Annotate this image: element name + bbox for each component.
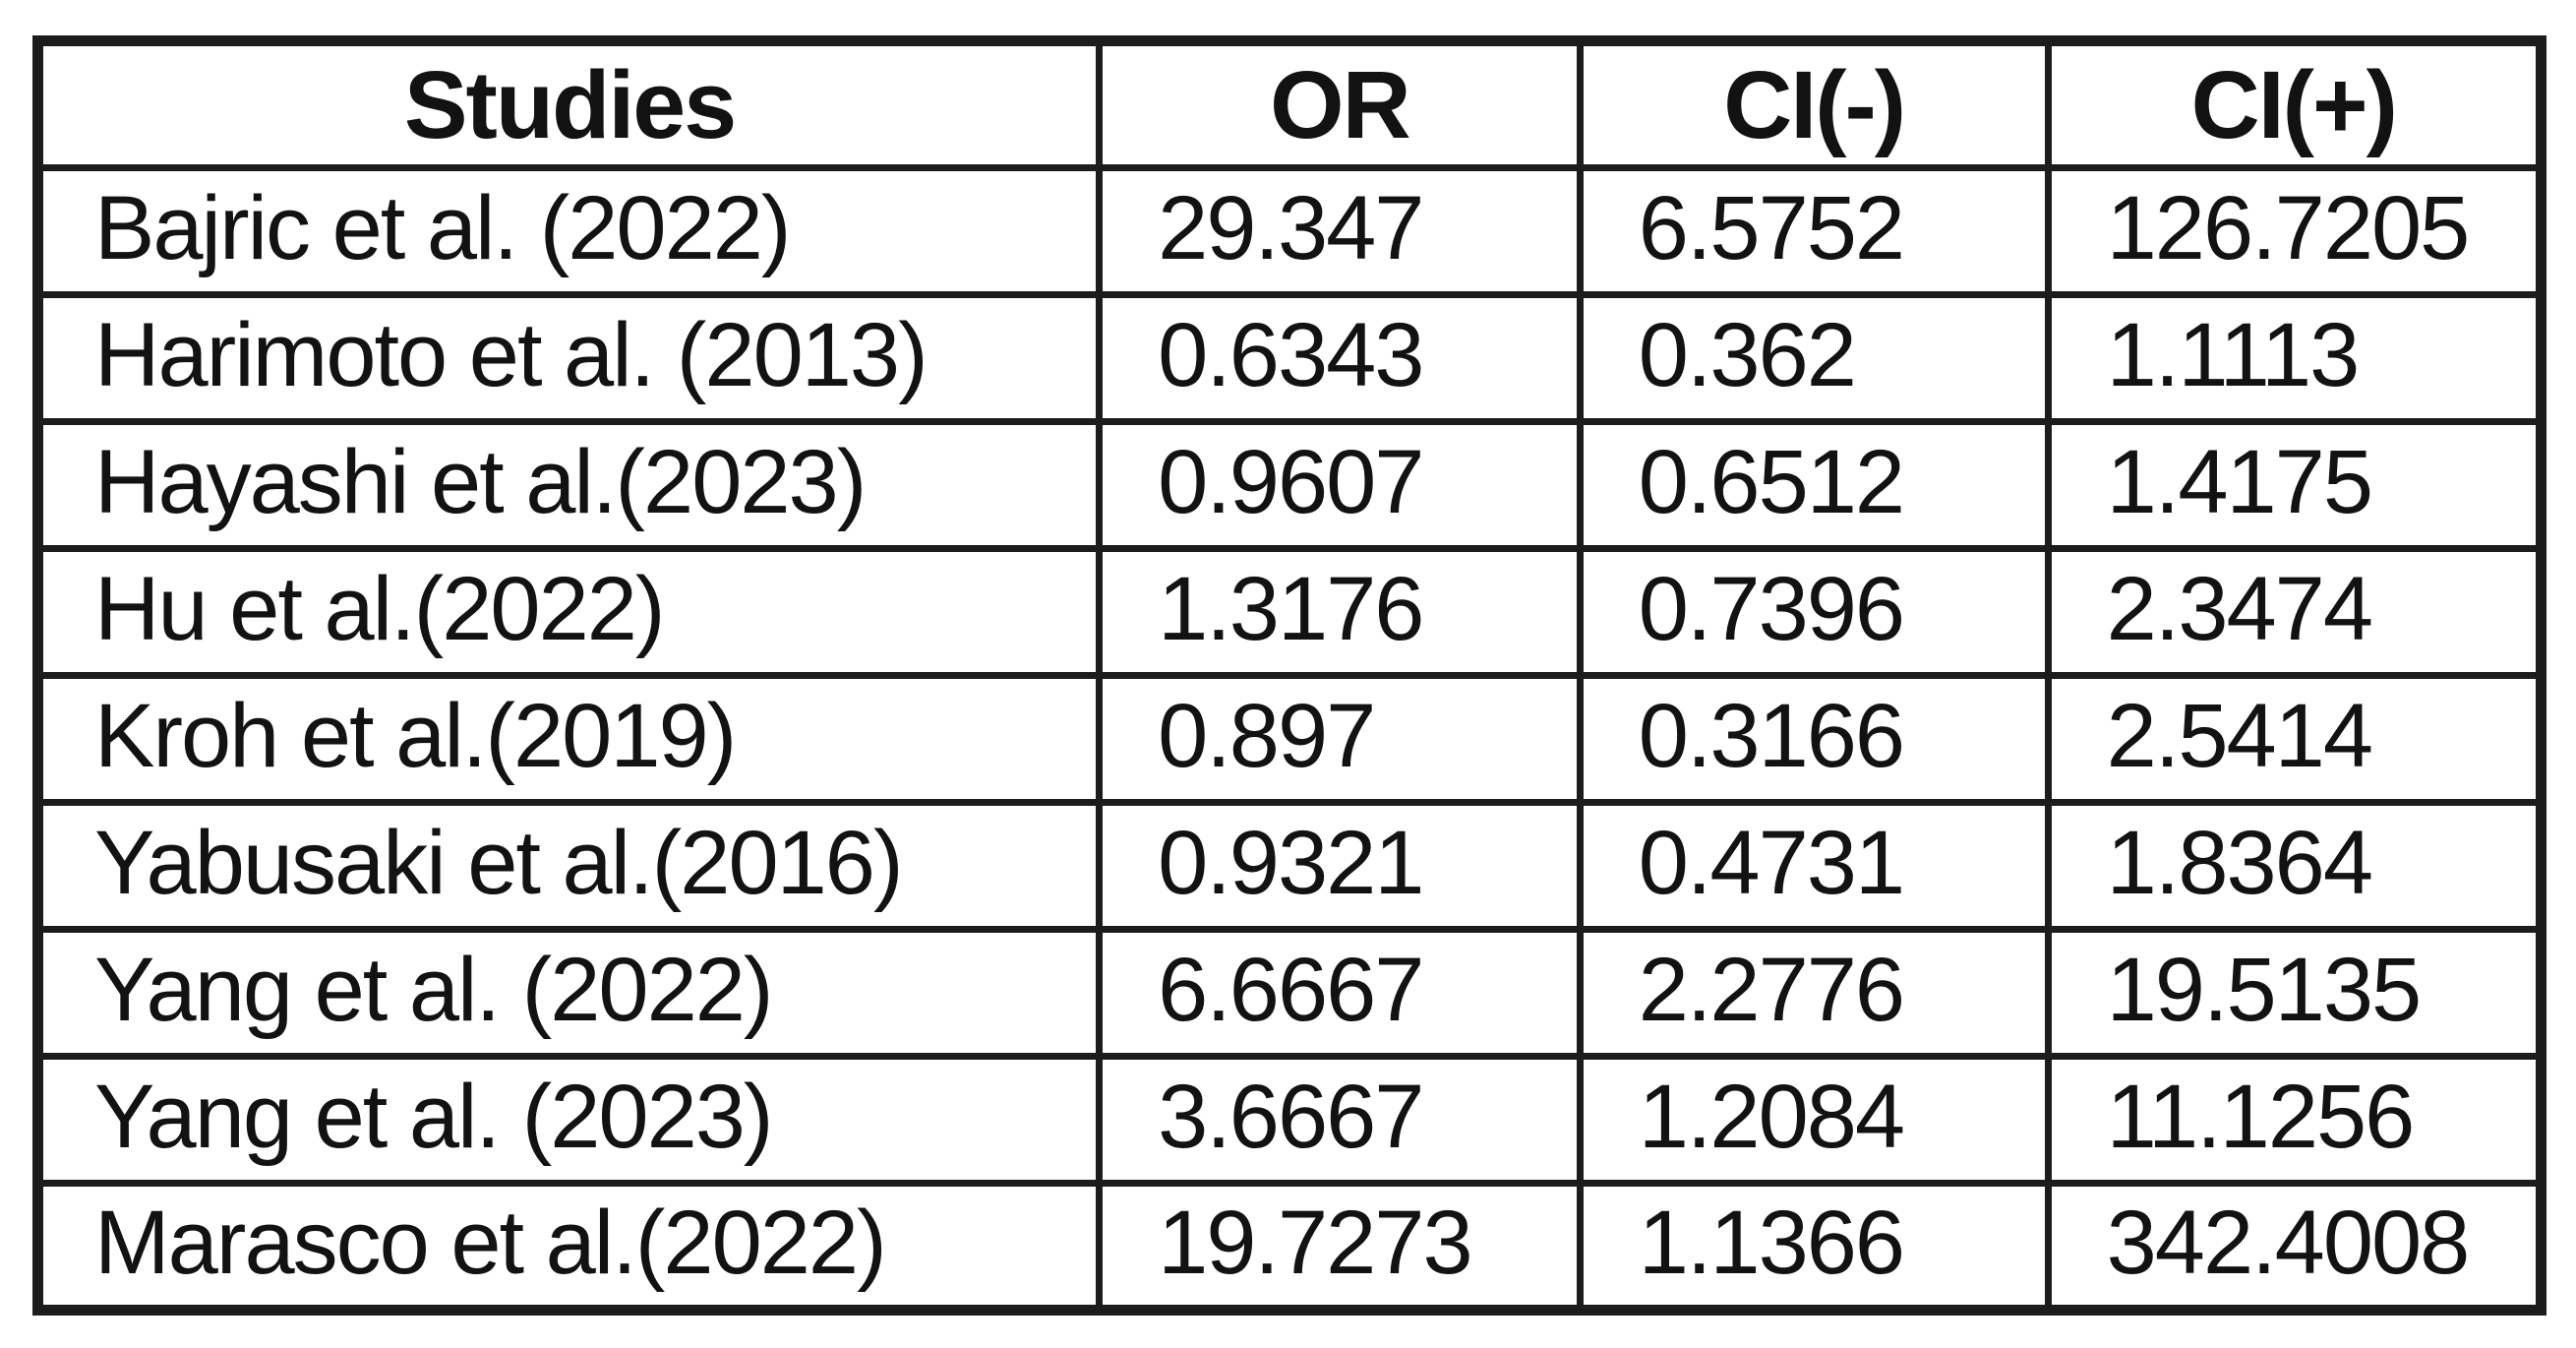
study-cell: Bajric et al. (2022) [33,164,1104,298]
ci-minus-cell: 0.6512 [1576,418,2052,552]
table-row: Marasco et al.(2022) 19.7273 1.1366 342.… [33,1180,2546,1314]
ci-minus-cell: 1.2084 [1576,1053,2052,1187]
or-cell: 19.7273 [1096,1180,1584,1314]
ci-minus-cell: 1.1366 [1576,1180,2052,1314]
or-cell: 0.6343 [1096,291,1584,425]
study-cell: Kroh et al.(2019) [33,672,1104,806]
ci-plus-cell: 11.1256 [2044,1053,2546,1187]
ci-plus-cell: 19.5135 [2044,926,2546,1060]
ci-plus-cell: 1.4175 [2044,418,2546,552]
table-row: Yang et al. (2022) 6.6667 2.2776 19.5135 [33,926,2546,1060]
table-row: Yang et al. (2023) 3.6667 1.2084 11.1256 [33,1053,2546,1187]
study-cell: Yang et al. (2023) [33,1053,1104,1187]
table-row: Bajric et al. (2022) 29.347 6.5752 126.7… [33,164,2546,298]
ci-plus-cell: 2.5414 [2044,672,2546,806]
study-cell: Hayashi et al.(2023) [33,418,1104,552]
or-cell: 6.6667 [1096,926,1584,1060]
ci-minus-cell: 0.4731 [1576,799,2052,933]
studies-or-ci-table: Studies OR CI(-) CI(+) Bajric et al. (20… [32,35,2546,1316]
or-cell: 0.897 [1096,672,1584,806]
ci-plus-cell: 2.3474 [2044,545,2546,679]
ci-plus-cell: 126.7205 [2044,164,2546,298]
table-row: Kroh et al.(2019) 0.897 0.3166 2.5414 [33,672,2546,806]
ci-minus-cell: 0.3166 [1576,672,2052,806]
study-cell: Yabusaki et al.(2016) [33,799,1104,933]
ci-minus-cell: 2.2776 [1576,926,2052,1060]
column-header-ci-minus: CI(-) [1576,37,2052,171]
table-row: Hu et al.(2022) 1.3176 0.7396 2.3474 [33,545,2546,679]
ci-minus-cell: 0.362 [1576,291,2052,425]
or-cell: 29.347 [1096,164,1584,298]
column-header-or: OR [1096,37,1584,171]
table-row: Hayashi et al.(2023) 0.9607 0.6512 1.417… [33,418,2546,552]
column-header-studies: Studies [33,37,1104,171]
or-cell: 1.3176 [1096,545,1584,679]
column-header-ci-plus: CI(+) [2044,37,2546,171]
or-cell: 0.9607 [1096,418,1584,552]
ci-plus-cell: 1.8364 [2044,799,2546,933]
table-row: Harimoto et al. (2013) 0.6343 0.362 1.11… [33,291,2546,425]
table-row: Yabusaki et al.(2016) 0.9321 0.4731 1.83… [33,799,2546,933]
study-cell: Hu et al.(2022) [33,545,1104,679]
ci-plus-cell: 342.4008 [2044,1180,2546,1314]
ci-plus-cell: 1.1113 [2044,291,2546,425]
ci-minus-cell: 0.7396 [1576,545,2052,679]
study-cell: Yang et al. (2022) [33,926,1104,1060]
table-header-row: Studies OR CI(-) CI(+) [33,37,2546,171]
ci-minus-cell: 6.5752 [1576,164,2052,298]
study-cell: Marasco et al.(2022) [33,1180,1104,1314]
study-cell: Harimoto et al. (2013) [33,291,1104,425]
or-cell: 3.6667 [1096,1053,1584,1187]
or-cell: 0.9321 [1096,799,1584,933]
